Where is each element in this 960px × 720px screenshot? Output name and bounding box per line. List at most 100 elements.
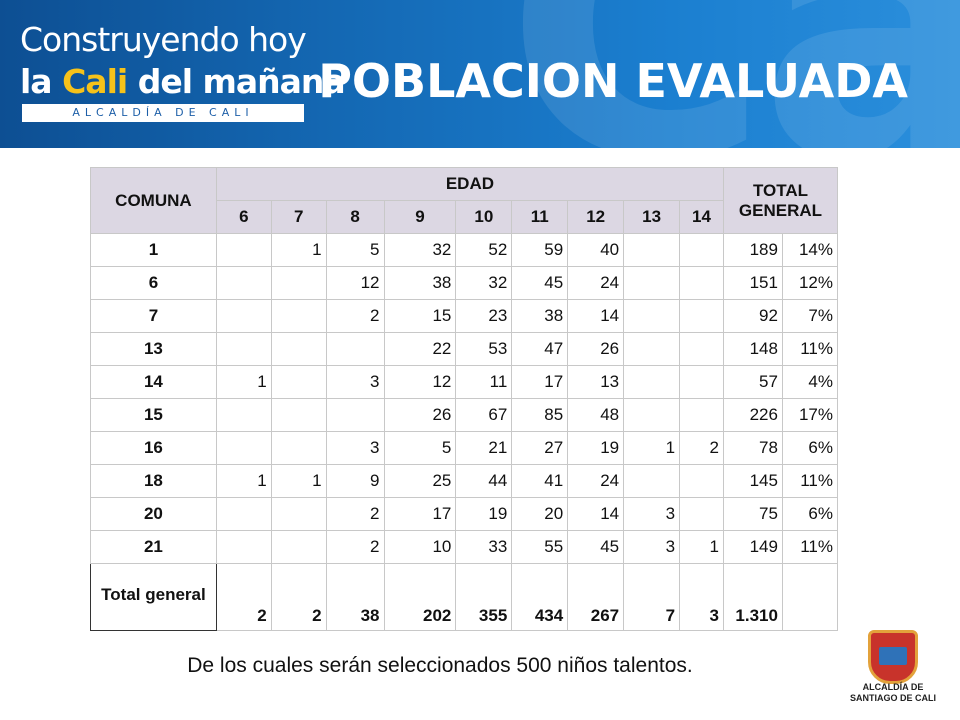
row-comuna: 7 xyxy=(90,299,217,333)
row-total: 149 xyxy=(722,530,783,564)
table-cell xyxy=(679,233,724,267)
row-total: 78 xyxy=(722,431,783,465)
table-cell xyxy=(270,530,327,564)
table-cell: 17 xyxy=(383,497,457,531)
table-cell: 45 xyxy=(567,530,625,564)
table-cell: 5 xyxy=(325,233,385,267)
row-comuna: 18 xyxy=(90,464,217,498)
table-cell: 1 xyxy=(270,464,327,498)
total-row: Total general 2 2 38 202 355 434 267 7 3 1.310 xyxy=(90,563,839,631)
logo-slogan-line1: Construyendo hoy xyxy=(20,20,307,59)
table-cell: 1 xyxy=(215,365,272,399)
row-percent: 12% xyxy=(781,266,839,300)
table-cell xyxy=(623,299,681,333)
row-percent: 14% xyxy=(781,233,839,267)
row-percent: 4% xyxy=(781,365,839,399)
header-banner: Cali Construyendo hoy la Cali del mañana… xyxy=(0,0,960,148)
table-cell: 3 xyxy=(623,530,681,564)
table-cell: 38 xyxy=(511,299,569,333)
table-cell: 1 xyxy=(270,233,327,267)
header-edad: EDAD xyxy=(215,167,724,201)
table-cell: 59 xyxy=(511,233,569,267)
table-cell xyxy=(679,332,724,366)
table-cell: 12 xyxy=(325,266,385,300)
coat-of-arms-icon xyxy=(868,630,918,684)
table-row: 16 3 5 21 27 19 1 2 78 6% xyxy=(90,431,839,465)
row-total: 75 xyxy=(722,497,783,531)
table-cell xyxy=(623,332,681,366)
table-cell xyxy=(215,530,272,564)
table-row: 14 1 3 12 11 17 13 57 4% xyxy=(90,365,839,399)
row-percent: 11% xyxy=(781,530,839,564)
header-age: 9 xyxy=(383,200,457,234)
table-cell: 25 xyxy=(383,464,457,498)
total-cell: 38 xyxy=(325,563,385,631)
table-cell: 2 xyxy=(325,299,385,333)
table-cell: 26 xyxy=(383,398,457,432)
table-cell: 5 xyxy=(383,431,457,465)
header-age: 13 xyxy=(623,200,681,234)
row-comuna: 6 xyxy=(90,266,217,300)
table-row: 21 2 10 33 55 45 3 1 149 11% xyxy=(90,530,839,564)
table-cell xyxy=(215,497,272,531)
logo-slogan-cali: Cali xyxy=(62,62,128,101)
table-cell xyxy=(215,266,272,300)
table-cell: 12 xyxy=(383,365,457,399)
header-total-general: TOTAL GENERAL xyxy=(722,167,839,234)
table-row: 7 2 15 23 38 14 92 7% xyxy=(90,299,839,333)
table-cell: 1 xyxy=(623,431,681,465)
table-cell xyxy=(270,398,327,432)
header-age: 11 xyxy=(511,200,569,234)
row-total: 57 xyxy=(722,365,783,399)
total-cell: 355 xyxy=(455,563,513,631)
table-cell xyxy=(679,365,724,399)
footnote: De los cuales serán seleccionados 500 ni… xyxy=(187,654,693,677)
seal-caption: ALCALDÍA DE SANTIAGO DE CALI xyxy=(848,682,938,704)
table-cell: 2 xyxy=(325,530,385,564)
header-age: 14 xyxy=(679,200,724,234)
table-cell: 67 xyxy=(455,398,513,432)
table-cell xyxy=(270,431,327,465)
table-cell: 13 xyxy=(567,365,625,399)
table-cell xyxy=(270,497,327,531)
header-age: 7 xyxy=(270,200,327,234)
table-cell xyxy=(679,299,724,333)
table-cell: 11 xyxy=(455,365,513,399)
table-cell: 47 xyxy=(511,332,569,366)
table-cell: 44 xyxy=(455,464,513,498)
row-comuna: 14 xyxy=(90,365,217,399)
row-comuna: 15 xyxy=(90,398,217,432)
row-percent: 17% xyxy=(781,398,839,432)
table-cell: 45 xyxy=(511,266,569,300)
row-percent: 6% xyxy=(781,431,839,465)
table-cell xyxy=(623,365,681,399)
total-percent-empty xyxy=(781,563,839,631)
row-percent: 6% xyxy=(781,497,839,531)
table-cell xyxy=(270,332,327,366)
table-cell: 32 xyxy=(383,233,457,267)
table-cell: 52 xyxy=(455,233,513,267)
table-cell: 3 xyxy=(325,365,385,399)
table-cell: 55 xyxy=(511,530,569,564)
header-age: 10 xyxy=(455,200,513,234)
table-cell xyxy=(215,233,272,267)
table-cell: 14 xyxy=(567,497,625,531)
table-row: 18 1 1 9 25 44 41 24 145 11% xyxy=(90,464,839,498)
table-row: 15 26 67 85 48 226 17% xyxy=(90,398,839,432)
logo-slogan-line2: la Cali del mañana xyxy=(20,62,346,101)
logo-slogan-pre: la xyxy=(20,62,63,101)
table-cell: 9 xyxy=(325,464,385,498)
table-cell: 19 xyxy=(455,497,513,531)
table-cell: 3 xyxy=(623,497,681,531)
population-table: COMUNA EDAD TOTAL GENERAL 6 7 8 9 10 11 12 13 14… xyxy=(90,167,839,631)
row-total: 145 xyxy=(722,464,783,498)
table-row: 6 12 38 32 45 24 151 12% xyxy=(90,266,839,300)
table-cell: 24 xyxy=(567,464,625,498)
table-cell: 2 xyxy=(679,431,724,465)
row-comuna: 16 xyxy=(90,431,217,465)
table-cell: 40 xyxy=(567,233,625,267)
table-cell xyxy=(325,332,385,366)
table-cell: 19 xyxy=(567,431,625,465)
row-total: 148 xyxy=(722,332,783,366)
table-row: 1 1 5 32 52 59 40 189 14% xyxy=(90,233,839,267)
